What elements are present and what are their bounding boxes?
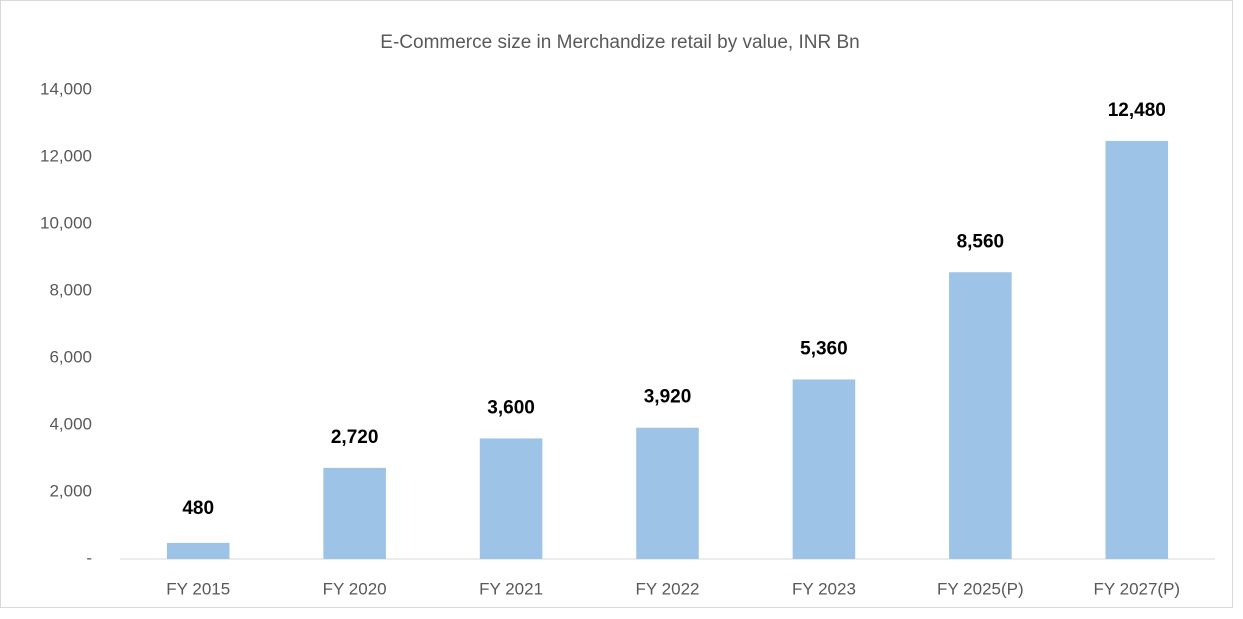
y-tick-label: 2,000 <box>49 481 92 500</box>
y-tick-label: 6,000 <box>49 347 92 366</box>
value-label: 12,480 <box>1108 100 1166 121</box>
x-tick-label: FY 2015 <box>166 579 230 598</box>
value-label: 3,920 <box>644 387 692 408</box>
y-tick-label: 12,000 <box>40 146 92 165</box>
chart-border <box>0 0 1233 608</box>
bar <box>166 542 230 559</box>
bar <box>949 272 1012 559</box>
value-label: 8,560 <box>957 231 1005 252</box>
y-tick-label: 4,000 <box>49 414 92 433</box>
y-tick-label: 14,000 <box>40 79 92 98</box>
bar <box>792 379 856 559</box>
bar <box>323 467 386 559</box>
x-tick-label: FY 2025(P) <box>937 579 1024 598</box>
x-tick-label: FY 2027(P) <box>1093 579 1180 598</box>
value-label: 3,600 <box>487 397 535 418</box>
value-label: 480 <box>182 498 214 519</box>
x-tick-label: FY 2022 <box>636 579 700 598</box>
y-tick-label: 10,000 <box>40 213 92 232</box>
value-label: 2,720 <box>331 427 379 448</box>
x-tick-label: FY 2021 <box>479 579 543 598</box>
chart-title: E-Commerce size in Merchandize retail by… <box>380 32 859 53</box>
y-tick-label: 8,000 <box>49 280 92 299</box>
bar <box>479 438 543 559</box>
x-tick-label: FY 2020 <box>323 579 387 598</box>
x-tick-label: FY 2023 <box>792 579 856 598</box>
bar <box>1105 140 1169 560</box>
value-label: 5,360 <box>800 338 848 359</box>
y-tick-label: - <box>86 548 92 567</box>
bar <box>636 427 699 559</box>
